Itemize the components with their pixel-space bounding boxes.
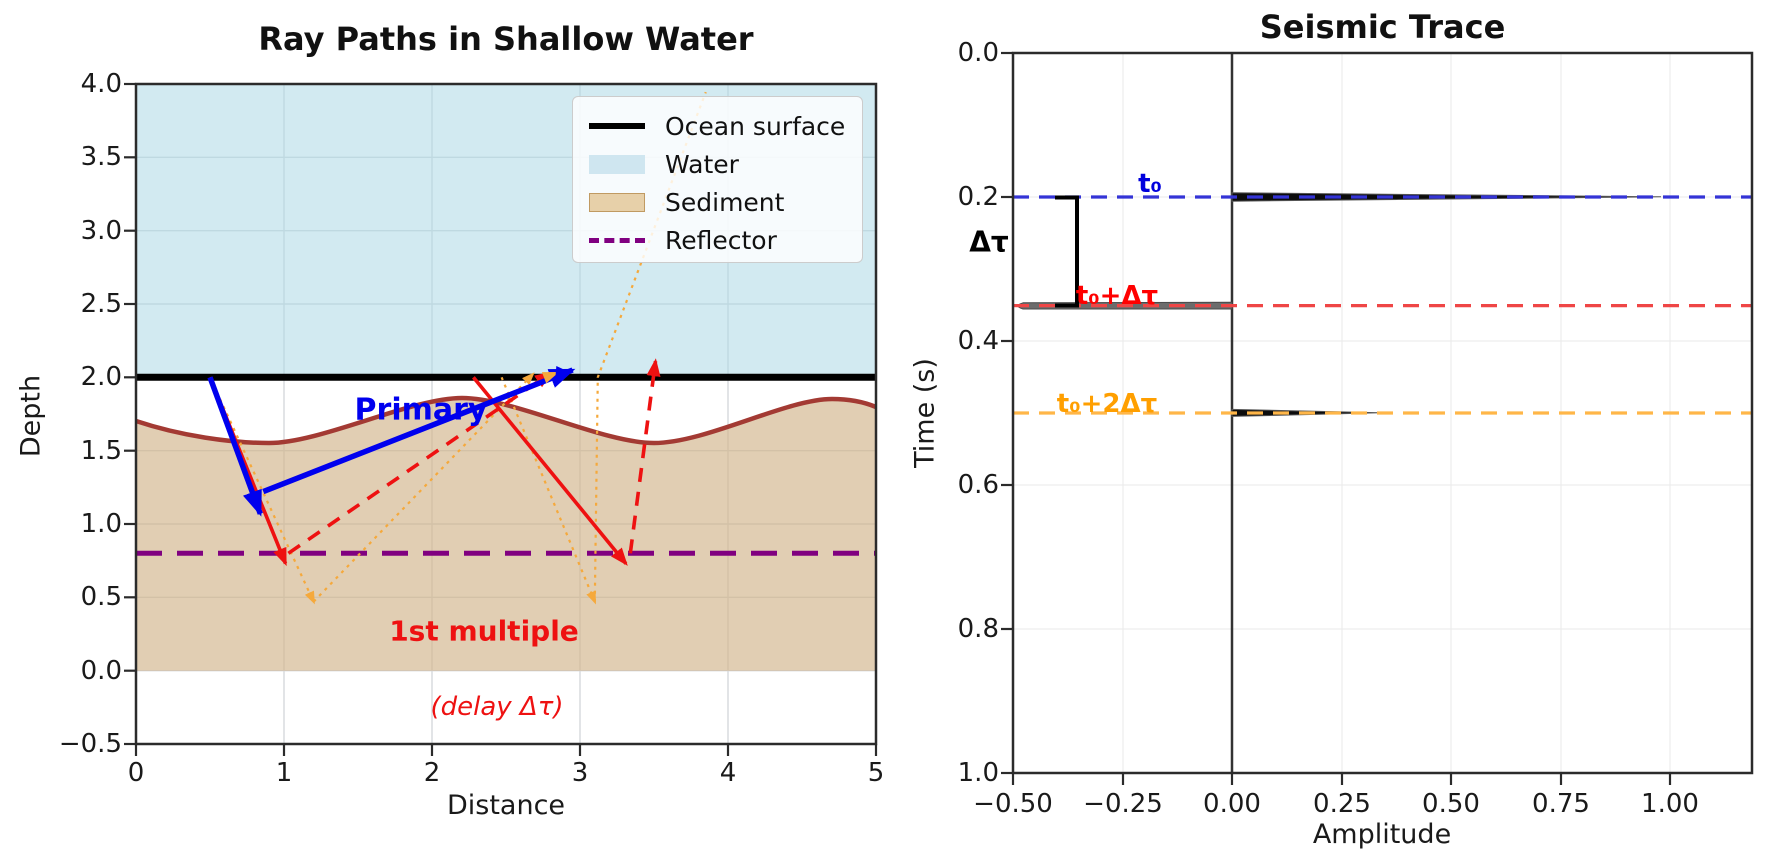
right-yaxis-label: Time (s) — [909, 358, 941, 468]
right-xtick: 0.50 — [1422, 789, 1480, 819]
t0-plus-2dt-label: t₀+2Δτ — [1056, 389, 1158, 419]
legend-row-ocean-surface: Ocean surface — [589, 107, 846, 145]
right-xtick: 1.00 — [1641, 789, 1699, 819]
right-ytick: 1.0 — [957, 758, 999, 788]
ray-paths-axes: Ray Paths in Shallow Water Distance Dept… — [16, 20, 885, 821]
right-xtick: 0.75 — [1532, 789, 1590, 819]
right-ytick: 0.6 — [957, 470, 999, 500]
legend: Ocean surface Water Sediment Reflector — [572, 96, 863, 263]
left-plot-spines — [134, 82, 878, 746]
right-plot-title: Seismic Trace — [1259, 8, 1506, 46]
right-ytick: 0.2 — [957, 182, 999, 212]
delay-label: (delay Δτ) — [430, 692, 564, 722]
reflector-swatch — [589, 237, 645, 243]
left-xtick: 5 — [867, 758, 885, 788]
left-xaxis-label: Distance — [446, 790, 566, 821]
left-xtick: 3 — [571, 758, 589, 788]
left-xtick: 4 — [719, 758, 737, 788]
delta-tau-label: Δτ — [969, 225, 1009, 259]
seismic-trace-canvas — [1001, 51, 1754, 785]
primary-rays — [207, 367, 576, 517]
left-ytick: 2.5 — [80, 289, 122, 319]
legend-row-reflector: Reflector — [589, 221, 846, 259]
ocean-surface-swatch — [589, 123, 645, 129]
ray-paths-canvas — [124, 82, 878, 756]
legend-label: Water — [665, 149, 739, 179]
left-ytick: 1.5 — [80, 436, 122, 466]
left-ytick: 0.0 — [80, 656, 122, 686]
sediment-swatch — [589, 192, 645, 212]
legend-row-water: Water — [589, 145, 846, 183]
left-ytick: 3.5 — [80, 142, 122, 172]
left-ytick: 4.0 — [80, 69, 122, 99]
legend-row-sediment: Sediment — [589, 183, 846, 221]
left-ytick: 3.0 — [80, 216, 122, 246]
left-ytick: 0.5 — [80, 582, 122, 612]
left-xtick: 2 — [423, 758, 441, 788]
right-xtick: −0.50 — [973, 789, 1053, 819]
left-xtick: 0 — [127, 758, 145, 788]
right-xtick: 0.25 — [1313, 789, 1371, 819]
surface-bounce-arrowheads — [541, 365, 568, 384]
left-ytick: 2.0 — [80, 362, 122, 392]
primary-label: Primary — [354, 392, 488, 428]
right-xaxis-label: Amplitude — [1312, 819, 1452, 850]
first-multiple-label: 1st multiple — [389, 614, 579, 648]
seafloor-line — [135, 395, 877, 446]
right-ytick: 0.8 — [957, 614, 999, 644]
left-xtick: 1 — [275, 758, 293, 788]
seismic-trace-axes: Seismic Trace Amplitude Time (s) 0.0 0.2… — [910, 8, 1754, 850]
right-plot-spines — [1011, 51, 1754, 775]
left-ytick: 1.0 — [80, 509, 122, 539]
right-ytick: 0.4 — [957, 326, 999, 356]
right-xtick: −0.25 — [1083, 789, 1163, 819]
right-ytick: 0.0 — [957, 38, 999, 68]
water-swatch — [589, 154, 645, 174]
right-plot-ticks — [1001, 51, 1672, 785]
delta-tau-bracket — [1055, 195, 1079, 308]
right-xtick: 0.00 — [1203, 789, 1261, 819]
legend-label: Sediment — [665, 187, 785, 217]
left-plot-title: Ray Paths in Shallow Water — [258, 20, 754, 58]
legend-label: Reflector — [665, 225, 777, 255]
left-ytick: −0.5 — [58, 729, 122, 759]
t0-label: t₀ — [1138, 169, 1162, 199]
legend-label: Ocean surface — [665, 111, 846, 141]
t0-plus-dt-label: t₀+Δτ — [1075, 281, 1159, 311]
left-plot-ticks — [124, 82, 878, 756]
